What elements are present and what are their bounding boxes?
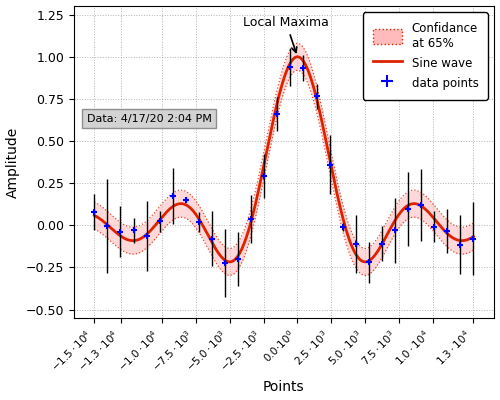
X-axis label: Points: Points — [263, 380, 304, 394]
Text: Data: 4/17/20 2:04 PM: Data: 4/17/20 2:04 PM — [86, 114, 212, 124]
Text: Local Maxima: Local Maxima — [244, 16, 329, 52]
Y-axis label: Amplitude: Amplitude — [6, 126, 20, 198]
Legend: Confidance
at 65%, Sine wave, data points: Confidance at 65%, Sine wave, data point… — [363, 12, 488, 100]
